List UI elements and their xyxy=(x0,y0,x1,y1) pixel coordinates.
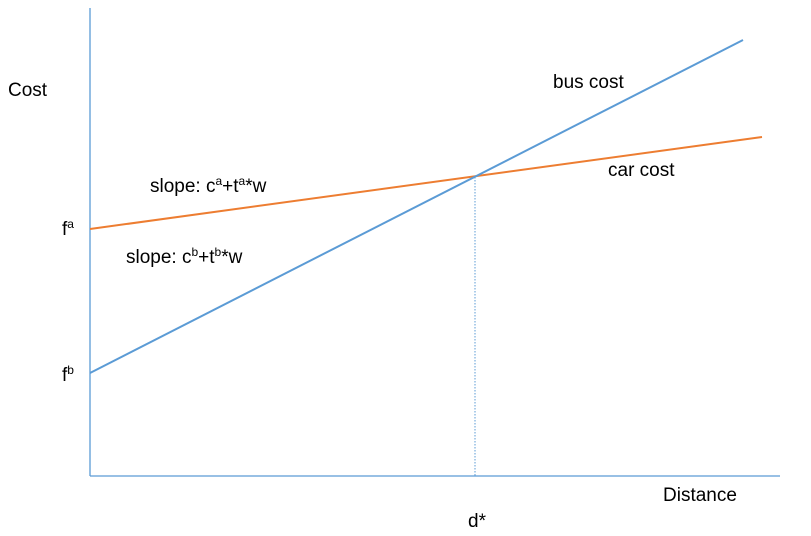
y-axis-label: Cost xyxy=(8,80,48,101)
bus-slope-label: slope: cb+tb*w xyxy=(126,245,243,268)
car-slope-label: slope: ca+ta*w xyxy=(150,174,267,197)
bus-cost-label: bus cost xyxy=(553,72,624,93)
x-axis-label: Distance xyxy=(663,485,737,506)
car-cost-label: car cost xyxy=(608,160,675,181)
breakeven-distance-label: d* xyxy=(468,511,487,532)
car-intercept-label: fa xyxy=(62,217,74,240)
bus-cost-line xyxy=(90,40,743,373)
bus-intercept-label: fb xyxy=(62,363,74,386)
